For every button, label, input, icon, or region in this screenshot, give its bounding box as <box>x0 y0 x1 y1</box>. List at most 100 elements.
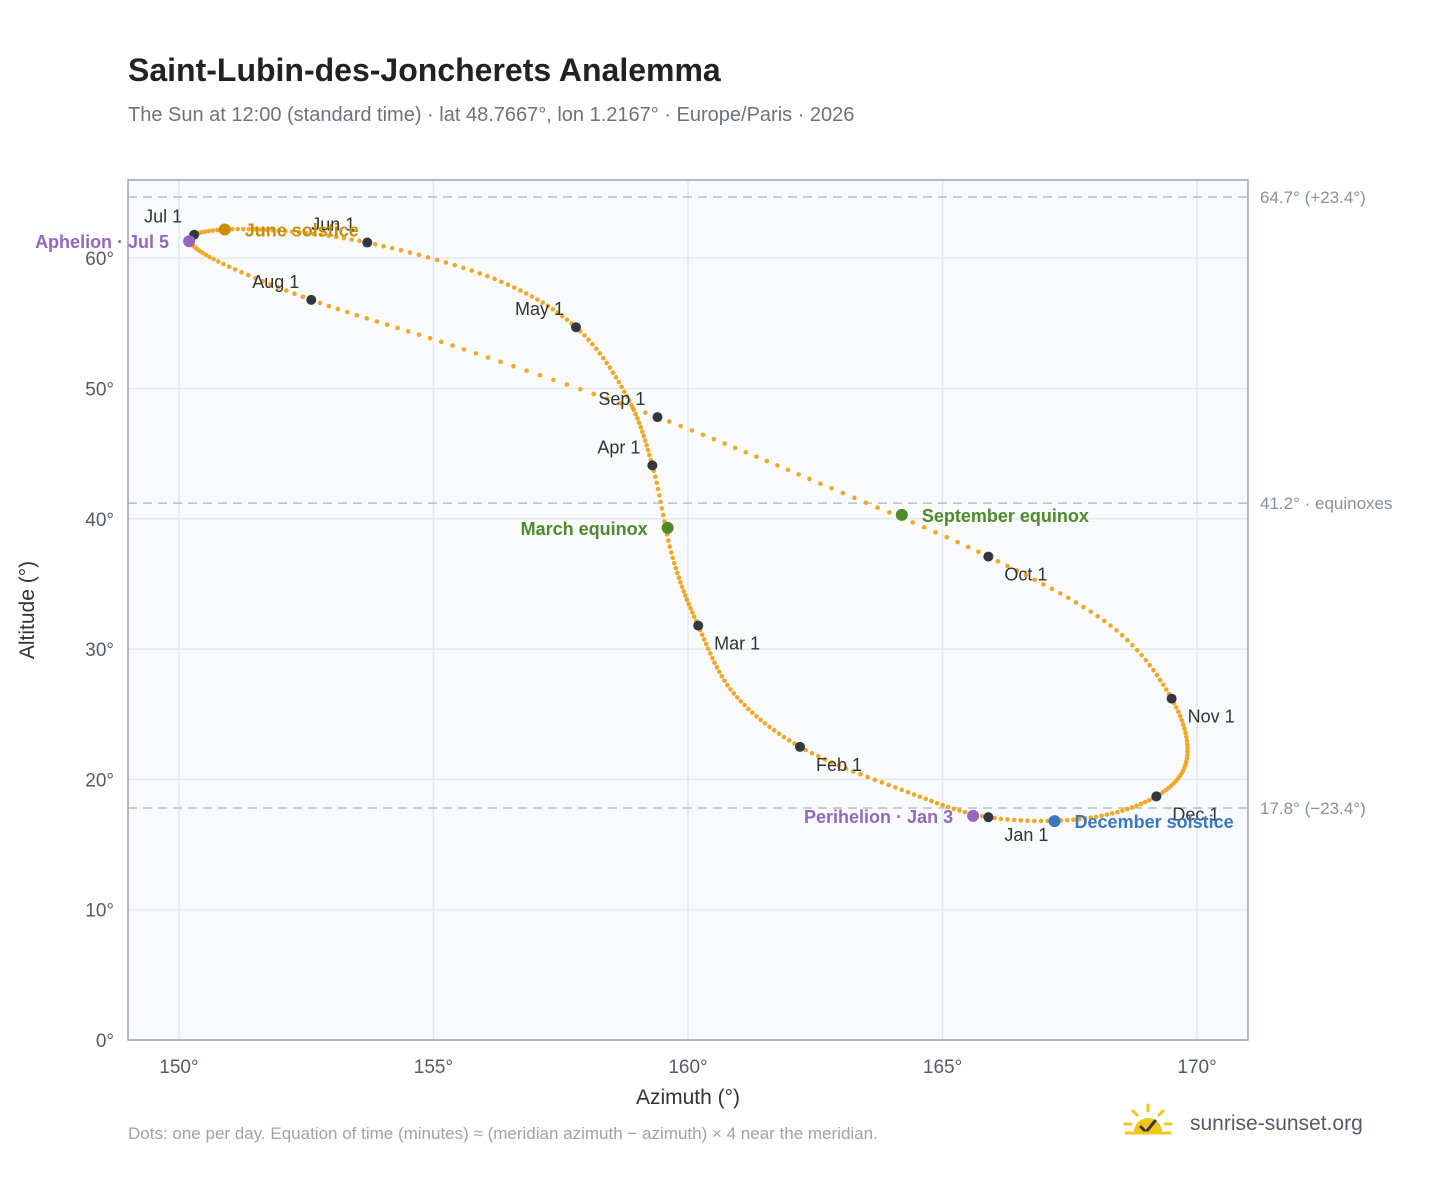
daily-dot <box>758 717 763 723</box>
daily-dot <box>438 339 444 345</box>
daily-dot <box>443 260 449 265</box>
daily-dot <box>655 486 661 492</box>
daily-dot <box>666 419 672 424</box>
daily-dot <box>622 389 627 394</box>
daily-dot <box>850 769 856 774</box>
month-marker <box>1151 791 1162 802</box>
daily-dot <box>1005 563 1010 569</box>
event-marker <box>967 809 980 822</box>
daily-dot <box>1032 818 1037 824</box>
y-tick-label: 0° <box>96 1031 114 1052</box>
month-marker <box>571 322 581 333</box>
daily-dot <box>700 432 706 438</box>
daily-dot <box>416 332 422 338</box>
daily-dot <box>511 285 517 290</box>
daily-dot <box>636 420 642 426</box>
daily-dot <box>705 646 711 652</box>
daily-dot <box>699 632 705 638</box>
daily-dot <box>1104 812 1110 817</box>
daily-dot <box>427 335 433 341</box>
daily-dot <box>754 713 759 719</box>
brand-name: sunrise-sunset.org <box>1190 1112 1363 1135</box>
daily-dot <box>206 228 212 234</box>
daily-dot <box>707 651 713 656</box>
reference-line-label: 17.8° (−23.4°) <box>1260 799 1366 818</box>
daily-dot <box>976 549 981 555</box>
daily-dot <box>1071 817 1076 822</box>
daily-dot <box>260 278 266 284</box>
daily-dot <box>858 771 863 777</box>
daily-dot <box>239 269 244 275</box>
daily-dot <box>425 255 431 260</box>
daily-dot <box>275 285 281 290</box>
month-marker-label: Dec 1 <box>1172 804 1219 824</box>
daily-dot <box>731 691 737 696</box>
daily-dot <box>722 441 727 446</box>
daily-dot <box>1109 811 1115 816</box>
daily-dot <box>753 454 759 459</box>
daily-dot <box>289 229 295 234</box>
daily-dot <box>716 669 722 675</box>
daily-dot <box>226 264 232 269</box>
daily-dot <box>658 499 663 505</box>
daily-dot <box>597 351 603 356</box>
daily-dot <box>593 346 599 352</box>
daily-dot <box>933 530 938 535</box>
daily-dot <box>268 281 273 287</box>
daily-dot <box>1185 745 1190 751</box>
daily-dot <box>461 265 466 271</box>
daily-dot <box>518 288 523 293</box>
daily-dot <box>216 259 221 264</box>
daily-dot <box>240 226 246 232</box>
daily-dot <box>722 678 727 684</box>
daily-dot <box>395 325 400 331</box>
brand[interactable]: sunrise-sunset.org <box>1120 1100 1420 1150</box>
daily-dot <box>1142 799 1148 805</box>
daily-dot <box>654 480 659 486</box>
month-marker <box>983 812 994 823</box>
daily-dot <box>630 405 636 411</box>
daily-dot <box>807 476 812 482</box>
daily-dot <box>461 347 467 352</box>
daily-dot <box>292 291 297 296</box>
daily-dot <box>829 760 835 765</box>
daily-dot <box>283 288 289 293</box>
event-marker <box>183 235 196 248</box>
daily-dot <box>499 279 504 285</box>
month-marker <box>306 294 317 305</box>
daily-dot <box>300 294 306 300</box>
daily-dot <box>511 363 516 369</box>
daily-dot <box>818 481 823 486</box>
daily-dot <box>398 247 404 253</box>
daily-dot <box>627 398 632 404</box>
daily-dot <box>590 341 595 347</box>
daily-dot <box>786 738 792 743</box>
daily-dot <box>671 560 677 566</box>
daily-dot <box>863 500 869 505</box>
daily-dot <box>905 789 911 795</box>
daily-dot <box>743 449 749 455</box>
daily-dot <box>684 597 690 603</box>
daily-dot <box>1157 677 1163 683</box>
daily-dot <box>591 391 597 397</box>
x-tick-label: 150° <box>159 1057 198 1078</box>
daily-dot <box>203 252 209 258</box>
daily-dot <box>746 706 751 712</box>
daily-dot <box>738 699 744 704</box>
daily-dot <box>962 809 968 815</box>
daily-dot <box>686 601 692 607</box>
x-axis-title: Azimuth (°) <box>636 1086 740 1109</box>
daily-dot <box>893 785 898 790</box>
y-axis-title: Altitude (°) <box>16 561 39 659</box>
daily-dot <box>1095 613 1100 619</box>
daily-dot <box>775 463 780 468</box>
daily-dot <box>785 467 791 473</box>
daily-dot <box>711 436 717 442</box>
footnote: Dots: one per day. Equation of time (min… <box>128 1124 878 1143</box>
daily-dot <box>1081 604 1086 610</box>
x-axis-ticks: 150° 155° 160° 165° 170° <box>159 1057 1216 1078</box>
daily-dot <box>641 433 647 439</box>
daily-dot <box>1138 801 1144 807</box>
daily-dot <box>619 384 624 390</box>
daily-dot <box>1134 647 1140 653</box>
